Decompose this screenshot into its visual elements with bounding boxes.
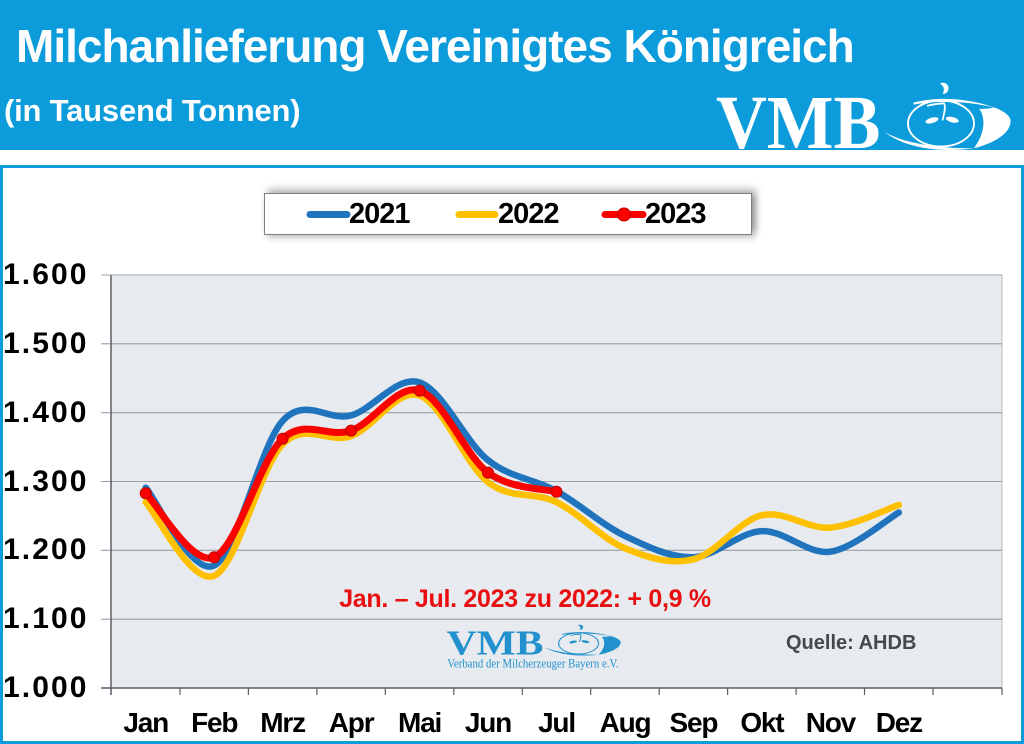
svg-text:VMB: VMB [447, 624, 544, 662]
svg-text:Verband der Milcherzeuger Baye: Verband der Milcherzeuger Bayern e.V. [447, 655, 618, 670]
svg-text:VMB: VMB [716, 81, 881, 155]
